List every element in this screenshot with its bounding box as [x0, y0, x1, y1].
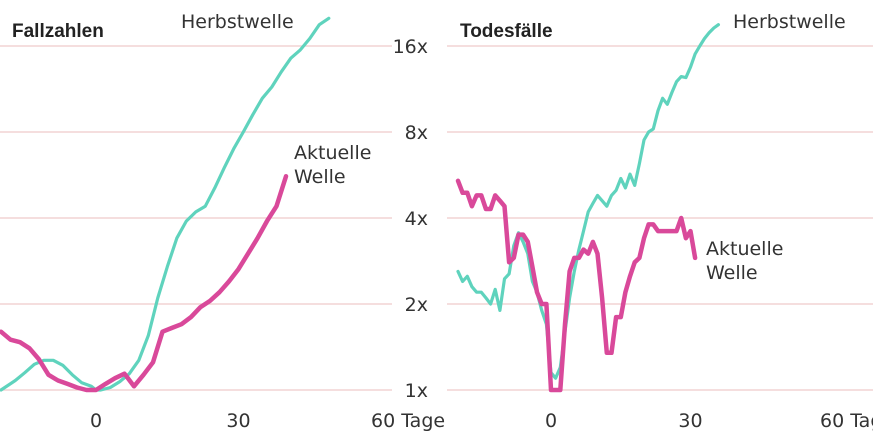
x-tick-label: 30 — [678, 410, 702, 432]
x-tick-label: 30 — [226, 410, 250, 432]
panel-title: Todesfälle — [460, 21, 553, 42]
panel-fallzahlen: Fallzahlen 1x 2x 4x 8x 16x 0 30 60 Tage Herbstwe… — [0, 11, 445, 432]
x-tick-label: 60 Tage — [820, 410, 873, 432]
y-tick-label: 16x — [393, 36, 428, 58]
series-label: Herbstwelle — [733, 11, 846, 33]
panel-todesfaelle: Todesfälle 0 30 60 Tage Herbstwelle Aktuelle… — [447, 11, 873, 432]
y-tick-label: 8x — [405, 122, 428, 144]
series-label: Aktuelle Welle — [294, 142, 371, 188]
y-tick-label: 2x — [405, 294, 428, 316]
x-tick-label: 60 Tage — [371, 410, 445, 432]
series-line-aktuelle-welle — [0, 174, 289, 393]
y-tick-label: 1x — [405, 380, 428, 402]
series-line-herbstwelle — [0, 16, 331, 392]
y-tick-label: 4x — [405, 208, 428, 230]
panel-title: Fallzahlen — [12, 21, 104, 42]
series-label: Aktuelle Welle — [706, 238, 783, 284]
series-line-herbstwelle — [456, 23, 720, 380]
x-tick-label: 0 — [545, 410, 557, 432]
x-tick-label: 0 — [90, 410, 102, 432]
series-line-aktuelle-welle — [455, 178, 698, 393]
series-label: Herbstwelle — [181, 11, 294, 33]
